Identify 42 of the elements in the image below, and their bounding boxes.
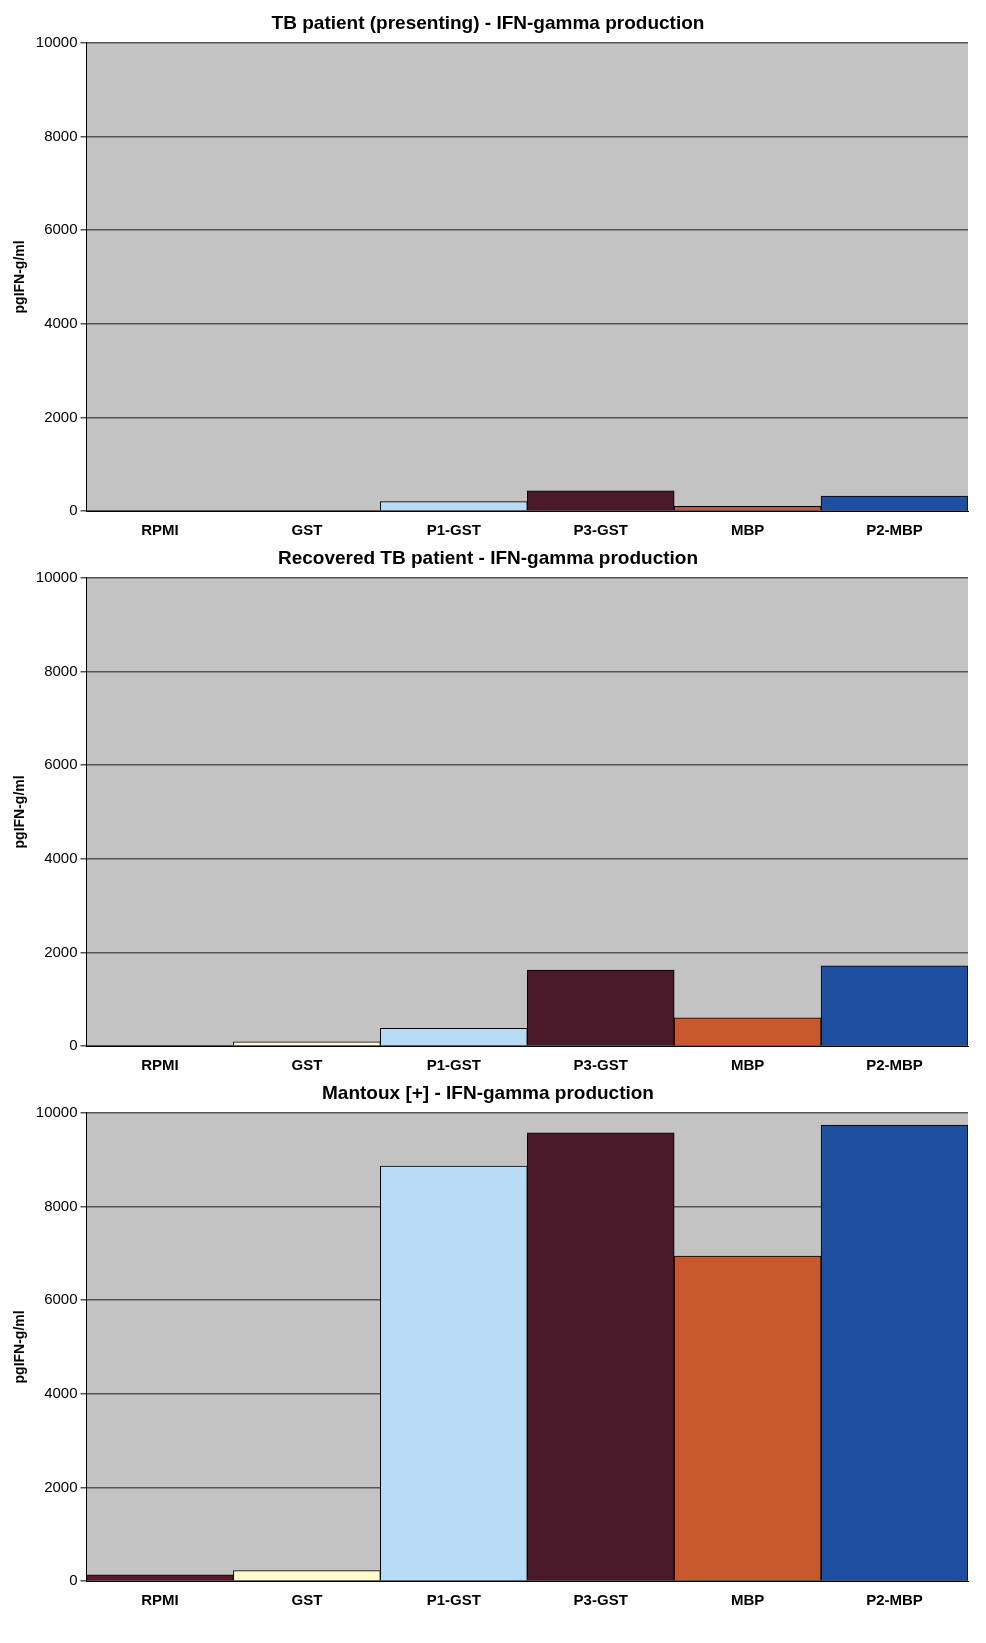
x-tick-label: P3-GST <box>573 521 628 539</box>
x-tick-label: P1-GST <box>426 1056 481 1074</box>
y-tick-label: 2000 <box>44 942 78 960</box>
x-tick-label: GST <box>291 521 323 539</box>
y-tick-label: 0 <box>69 1571 78 1589</box>
y-tick-label: 0 <box>69 501 78 519</box>
y-tick-label: 8000 <box>44 1196 78 1214</box>
y-tick-label: 4000 <box>44 1383 78 1401</box>
x-tick-label: GST <box>291 1056 323 1074</box>
chart-title: TB patient (presenting) - IFN-gamma production <box>271 11 705 33</box>
x-tick-label: RPMI <box>141 1056 179 1074</box>
x-tick-label: MBP <box>730 521 765 539</box>
y-tick-label: 6000 <box>44 220 78 238</box>
y-axis-title: pgIFN-g/ml <box>11 240 28 314</box>
y-axis-title: pgIFN-g/ml <box>11 775 28 849</box>
y-tick-label: 4000 <box>44 313 78 331</box>
chart-title: Mantoux [+] - IFN-gamma production <box>322 1081 654 1103</box>
x-tick-label: P2-MBP <box>866 1056 923 1074</box>
x-tick-label: MBP <box>730 1056 765 1074</box>
chart-title: Recovered TB patient - IFN-gamma production <box>277 546 699 568</box>
y-tick-label: 8000 <box>44 661 78 679</box>
y-tick-label: 10000 <box>35 1102 78 1120</box>
y-tick-label: 8000 <box>44 126 78 144</box>
x-tick-label: RPMI <box>141 521 179 539</box>
x-tick-label: P2-MBP <box>866 1591 923 1609</box>
x-tick-label: P3-GST <box>573 1056 628 1074</box>
y-tick-label: 6000 <box>44 755 78 773</box>
y-tick-label: 2000 <box>44 1477 78 1495</box>
x-tick-label: P2-MBP <box>866 521 923 539</box>
y-tick-label: 6000 <box>44 1290 78 1308</box>
y-tick-label: 10000 <box>35 567 78 585</box>
y-tick-label: 2000 <box>44 407 78 425</box>
y-tick-label: 10000 <box>35 32 78 50</box>
y-tick-label: 4000 <box>44 848 78 866</box>
x-tick-label: RPMI <box>141 1591 179 1609</box>
x-tick-label: P3-GST <box>573 1591 628 1609</box>
x-tick-label: GST <box>291 1591 323 1609</box>
x-tick-label: P1-GST <box>426 1591 481 1609</box>
y-axis-title: pgIFN-g/ml <box>11 1310 28 1384</box>
y-tick-label: 0 <box>69 1036 78 1054</box>
x-tick-label: MBP <box>730 1591 765 1609</box>
x-tick-label: P1-GST <box>426 521 481 539</box>
